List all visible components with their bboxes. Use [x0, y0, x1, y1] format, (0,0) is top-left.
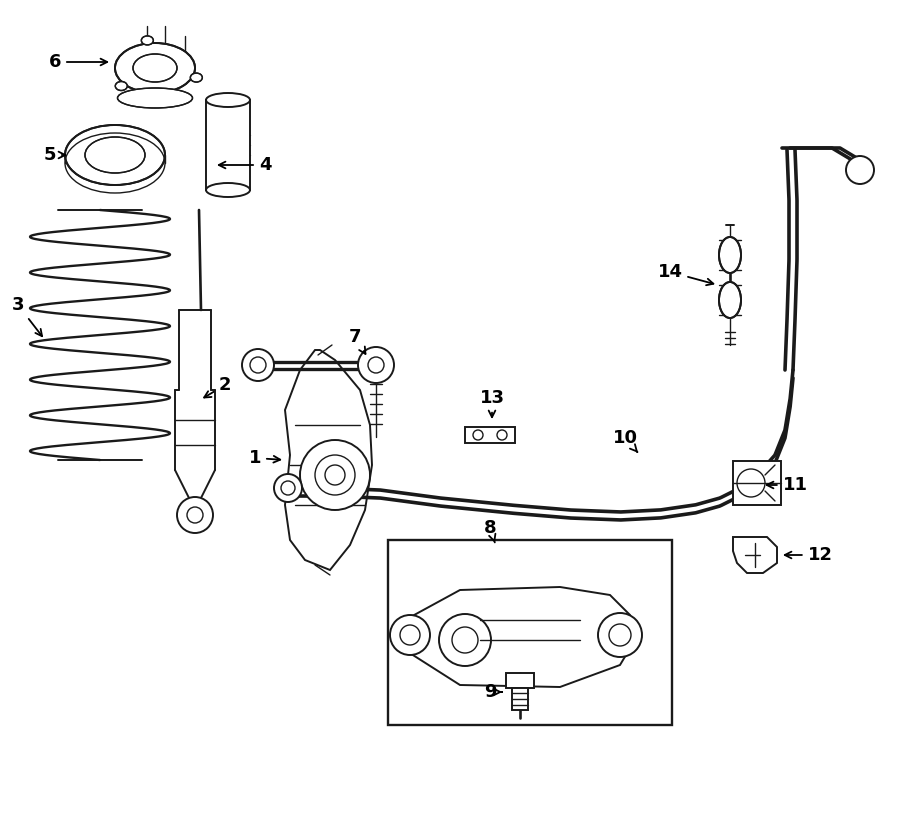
Circle shape [737, 469, 765, 497]
Text: 4: 4 [219, 156, 271, 174]
Text: 10: 10 [613, 429, 637, 452]
Text: 14: 14 [658, 263, 714, 285]
Text: 7: 7 [349, 328, 365, 354]
Ellipse shape [65, 125, 165, 185]
Circle shape [274, 474, 302, 502]
Bar [506, 673, 534, 688]
Ellipse shape [115, 82, 127, 90]
Ellipse shape [118, 88, 193, 108]
Bar [465, 427, 515, 443]
Circle shape [315, 455, 355, 495]
Ellipse shape [115, 43, 195, 93]
Circle shape [473, 430, 483, 440]
Text: 5: 5 [44, 146, 65, 164]
Circle shape [390, 615, 430, 655]
Text: 8: 8 [483, 519, 496, 543]
Text: 2: 2 [204, 376, 231, 398]
Circle shape [598, 613, 642, 657]
Ellipse shape [719, 237, 741, 273]
Text: 9: 9 [484, 683, 502, 701]
Ellipse shape [85, 137, 145, 173]
Circle shape [177, 497, 213, 533]
Text: 12: 12 [785, 546, 832, 564]
Circle shape [358, 347, 394, 383]
Circle shape [439, 614, 491, 666]
Ellipse shape [206, 93, 250, 107]
Ellipse shape [141, 36, 153, 45]
Bar [388, 540, 672, 725]
Circle shape [187, 507, 203, 523]
Bar [512, 688, 528, 710]
Circle shape [300, 440, 370, 510]
Circle shape [242, 349, 274, 381]
Text: 11: 11 [767, 476, 807, 494]
Circle shape [846, 156, 874, 184]
Text: 3: 3 [12, 296, 42, 337]
Circle shape [497, 430, 507, 440]
Ellipse shape [133, 54, 177, 82]
Ellipse shape [206, 183, 250, 197]
Ellipse shape [719, 282, 741, 318]
Text: 1: 1 [248, 449, 280, 467]
Bar [206, 100, 250, 190]
Bar [733, 461, 781, 505]
Text: 6: 6 [49, 53, 107, 71]
Text: 13: 13 [480, 389, 505, 417]
Ellipse shape [190, 73, 203, 82]
